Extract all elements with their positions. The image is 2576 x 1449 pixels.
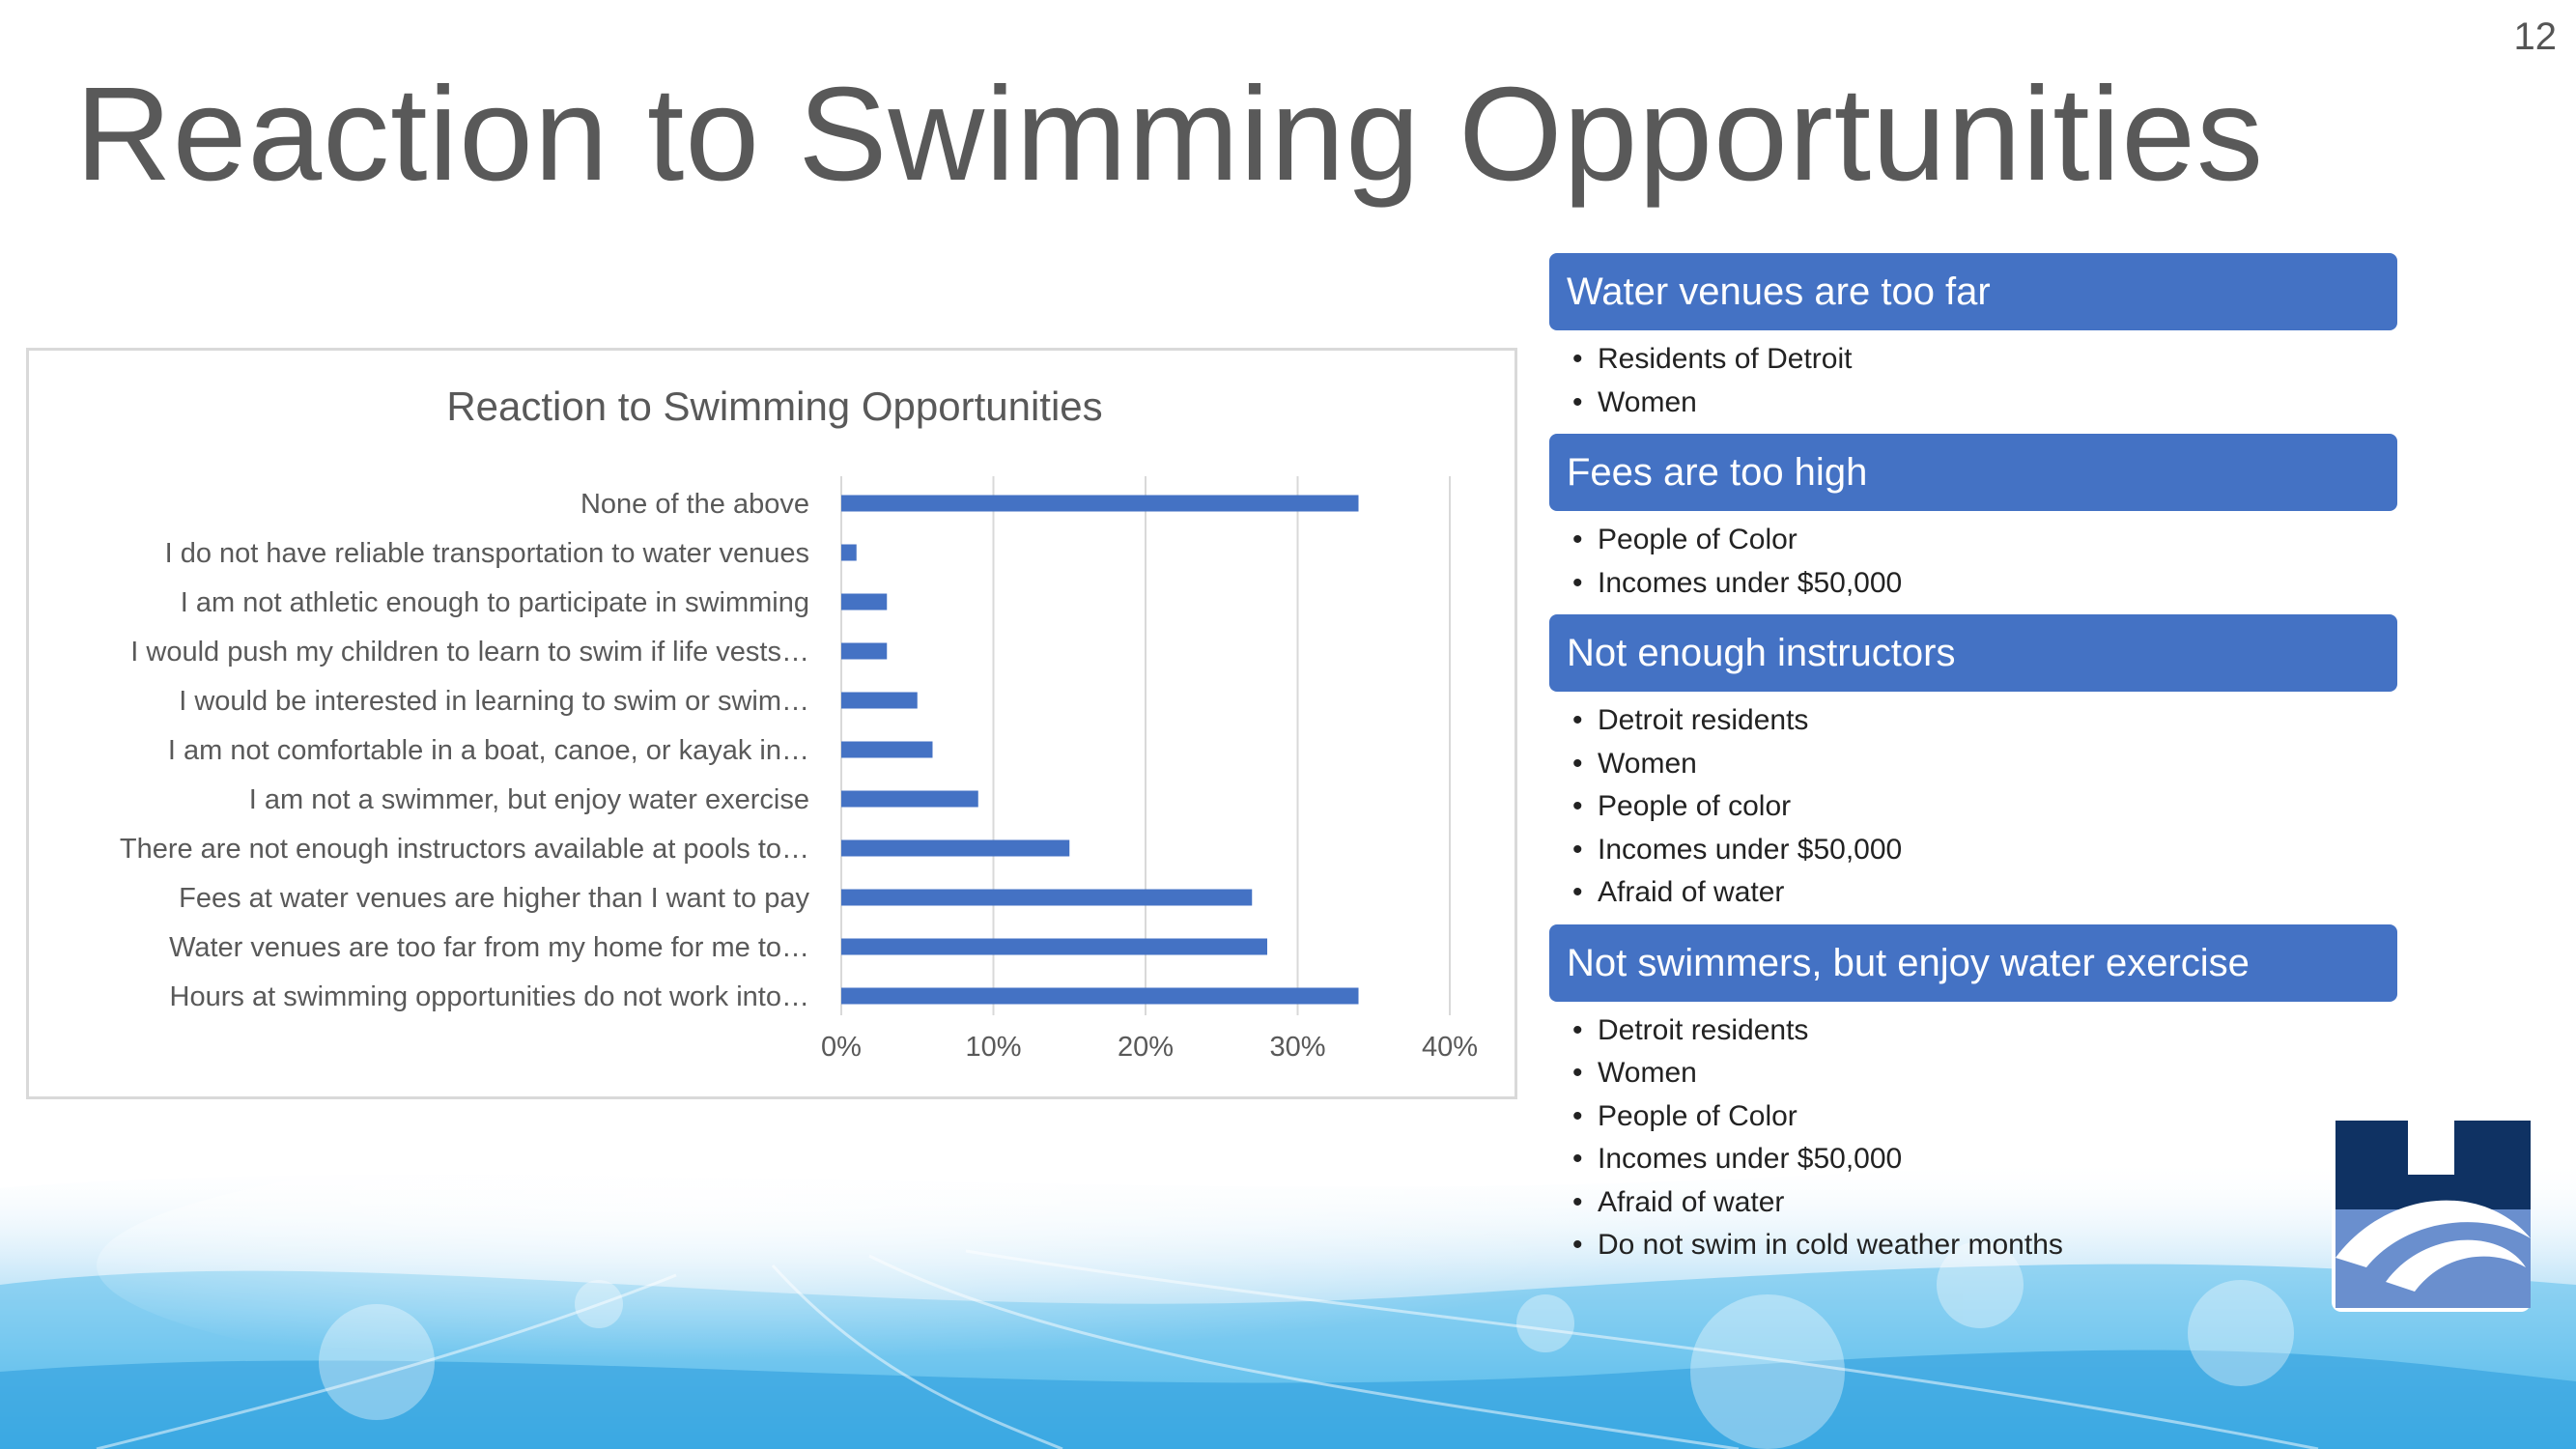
bar (841, 889, 1253, 906)
finding-item-text: People of color (1598, 790, 1792, 822)
chart-container: Reaction to Swimming Opportunities 0% 10%… (26, 348, 1517, 1099)
finding-item: • Do not swim in cold weather months (1572, 1224, 2397, 1267)
findings-panel: Water venues are too far • Residents of De… (1549, 253, 2397, 1277)
finding-group-header: Not swimmers, but enjoy water exercise (1549, 923, 2397, 1002)
category-label: None of the above (580, 489, 809, 520)
finding-item: • Detroit residents (1572, 699, 2397, 743)
finding-item-text: Afraid of water (1598, 876, 1785, 908)
bullet-icon: • (1572, 747, 1583, 780)
finding-item: • Afraid of water (1572, 871, 2397, 915)
finding-item: • Detroit residents (1572, 1009, 2397, 1053)
finding-list: • Detroit residents • Women • People of Color… (1549, 1009, 2397, 1267)
bullet-icon: • (1572, 833, 1583, 866)
finding-item-text: Women (1598, 747, 1697, 780)
finding-group: Fees are too high • People of Color • Income… (1549, 434, 2397, 605)
finding-item: • People of Color (1572, 1095, 2397, 1139)
finding-item: • Women (1572, 1052, 2397, 1095)
finding-group-header: Water venues are too far (1549, 253, 2397, 330)
category-label: Fees at water venues are higher than I w… (179, 883, 809, 914)
x-tick-label: 30% (1269, 1032, 1325, 1063)
bar (841, 593, 888, 611)
x-tick-label: 0% (821, 1032, 862, 1063)
category-label: I am not comfortable in a boat, canoe, o… (168, 735, 809, 766)
bar (841, 692, 918, 709)
bar (841, 790, 978, 808)
finding-item: • Incomes under $50,000 (1572, 562, 2397, 606)
bar (841, 987, 1359, 1005)
finding-item-text: Incomes under $50,000 (1598, 1143, 1903, 1175)
bar (841, 544, 857, 561)
bar (841, 839, 1070, 857)
bar (841, 741, 933, 758)
category-label: I am not a swimmer, but enjoy water exer… (249, 784, 809, 815)
bullet-icon: • (1572, 524, 1583, 555)
finding-item: • Women (1572, 743, 2397, 786)
finding-item-text: Women (1598, 385, 1697, 418)
finding-item: • Residents of Detroit (1572, 338, 2397, 382)
bullet-icon: • (1572, 790, 1583, 822)
finding-item-text: Incomes under $50,000 (1598, 566, 1903, 599)
finding-group: Not swimmers, but enjoy water exercise • D… (1549, 923, 2397, 1267)
finding-list: • Residents of Detroit • Women (1549, 338, 2397, 424)
bullet-icon: • (1572, 566, 1583, 599)
finding-group: Water venues are too far • Residents of De… (1549, 253, 2397, 424)
finding-group-header: Not enough instructors (1549, 614, 2397, 692)
x-tick-label: 10% (965, 1032, 1021, 1063)
bullet-icon: • (1572, 1057, 1583, 1089)
category-label: I would push my children to learn to swi… (130, 637, 809, 668)
page-number: 12 (2513, 15, 2558, 58)
finding-item: • People of color (1572, 785, 2397, 829)
bullet-icon: • (1572, 343, 1583, 375)
finding-group-header: Fees are too high (1549, 434, 2397, 511)
bar-chart: 0% 10% 20% 30% 40% None of the above I do not … (120, 476, 1478, 1063)
finding-item-text: People of Color (1598, 524, 1798, 555)
bullet-icon: • (1572, 1229, 1583, 1261)
category-label: Water venues are too far from my home fo… (169, 932, 809, 963)
bullet-icon: • (1572, 704, 1583, 736)
bullet-icon: • (1572, 1185, 1583, 1218)
finding-item: • Afraid of water (1572, 1181, 2397, 1225)
bar (841, 938, 1267, 955)
chart-title: Reaction to Swimming Opportunities (446, 384, 1103, 429)
bar (841, 495, 1359, 512)
category-label: There are not enough instructors availab… (120, 834, 809, 865)
slide-title: Reaction to Swimming Opportunities (75, 60, 2264, 209)
bar (841, 642, 888, 660)
finding-item-text: Residents of Detroit (1598, 343, 1853, 375)
finding-item-text: Detroit residents (1598, 1013, 1809, 1046)
organization-logo-icon (2332, 1117, 2531, 1312)
finding-item: • People of Color (1572, 519, 2397, 562)
finding-item: • Incomes under $50,000 (1572, 1138, 2397, 1181)
finding-item-text: Women (1598, 1057, 1697, 1089)
x-tick-label: 40% (1422, 1032, 1478, 1063)
finding-item: • Women (1572, 382, 2397, 425)
finding-item-text: Do not swim in cold weather months (1598, 1229, 2063, 1261)
bullet-icon: • (1572, 1143, 1583, 1175)
finding-item-text: Incomes under $50,000 (1598, 833, 1903, 866)
category-label: I would be interested in learning to swi… (179, 686, 809, 717)
finding-list: • People of Color • Incomes under $50,000 (1549, 519, 2397, 605)
finding-item-text: People of Color (1598, 1099, 1798, 1132)
bullet-icon: • (1572, 876, 1583, 908)
category-label: I do not have reliable transportation to… (165, 538, 809, 569)
finding-list: • Detroit residents • Women • People of color… (1549, 699, 2397, 915)
finding-item-text: Afraid of water (1598, 1185, 1785, 1218)
bullet-icon: • (1572, 1013, 1583, 1046)
finding-item: • Incomes under $50,000 (1572, 829, 2397, 872)
finding-group: Not enough instructors • Detroit residents… (1549, 614, 2397, 915)
bullet-icon: • (1572, 385, 1583, 418)
finding-item-text: Detroit residents (1598, 704, 1809, 736)
bullet-icon: • (1572, 1099, 1583, 1132)
x-tick-label: 20% (1118, 1032, 1174, 1063)
category-label: I am not athletic enough to participate … (181, 587, 809, 618)
category-label: Hours at swimming opportunities do not w… (170, 981, 809, 1012)
